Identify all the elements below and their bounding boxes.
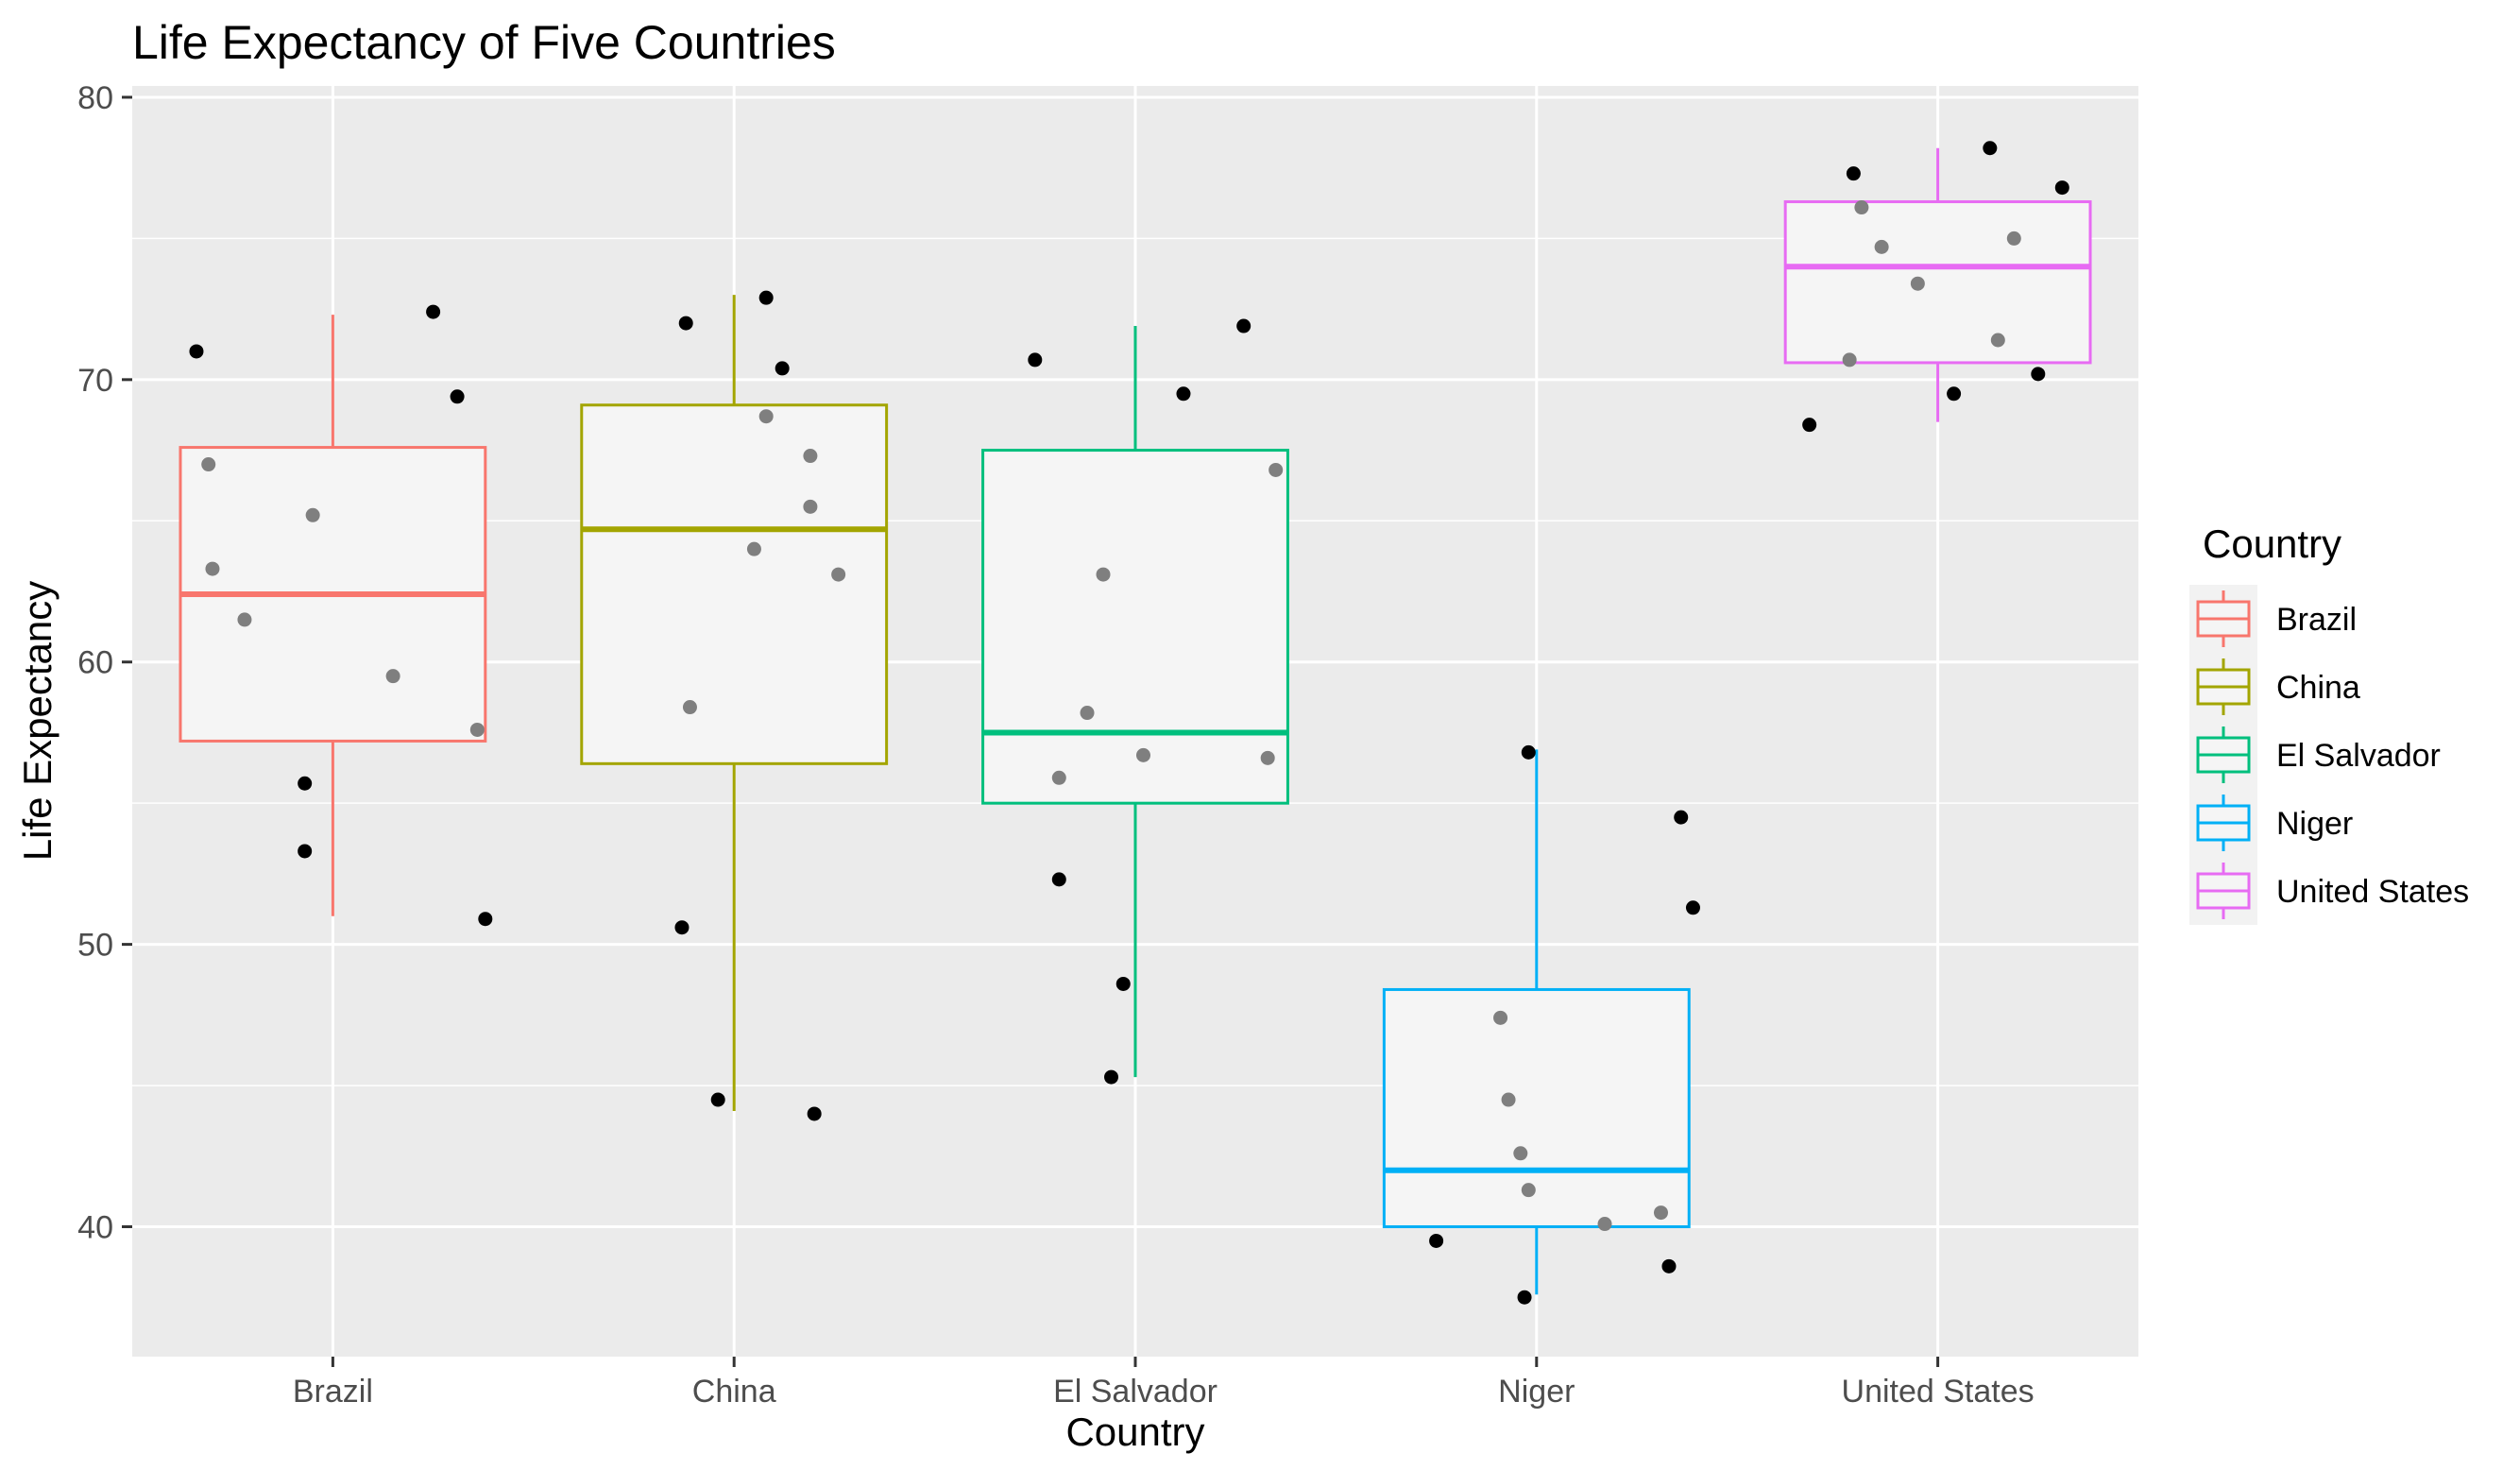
data-point: [450, 389, 465, 404]
data-point: [237, 612, 252, 627]
legend-item-niger: Niger: [2189, 789, 2353, 857]
data-point: [803, 499, 818, 514]
data-point: [1028, 352, 1043, 368]
data-point: [678, 316, 693, 331]
x-axis-title: Country: [1065, 1410, 1204, 1454]
x-tick-label: United States: [1842, 1374, 2035, 1410]
data-point: [2054, 180, 2069, 196]
legend-label: Brazil: [2276, 602, 2357, 638]
box-iqr: [1382, 987, 1691, 1229]
y-axis: 40 50 60 70 80: [77, 80, 132, 1246]
box-iqr: [1783, 200, 2092, 365]
data-point: [1513, 1146, 1528, 1161]
data-point: [746, 541, 761, 556]
data-point: [1051, 872, 1066, 887]
data-point: [1854, 200, 1869, 215]
legend-label: Niger: [2276, 806, 2353, 842]
jitter-points: [189, 141, 2069, 1305]
data-point: [1104, 1069, 1119, 1085]
box-iqr: [580, 403, 889, 765]
x-tick-label: El Salvador: [1053, 1374, 1217, 1410]
y-tick-label: 60: [77, 645, 113, 681]
data-point: [1096, 567, 1111, 582]
legend-label: El Salvador: [2276, 738, 2441, 774]
data-point: [1176, 386, 1191, 402]
data-point: [1517, 1290, 1532, 1305]
data-point: [1521, 744, 1536, 760]
legend-item-brazil: Brazil: [2189, 585, 2357, 653]
data-point: [1135, 747, 1150, 762]
x-tick-label: Brazil: [293, 1374, 373, 1410]
data-point: [1685, 900, 1700, 915]
data-point: [1910, 276, 1925, 291]
data-point: [710, 1092, 725, 1107]
legend-label: United States: [2276, 874, 2469, 910]
data-point: [1521, 1183, 1536, 1198]
data-point: [1842, 352, 1857, 368]
data-point: [831, 567, 846, 582]
y-tick-label: 40: [77, 1210, 113, 1246]
y-tick-label: 70: [77, 363, 113, 399]
data-point: [758, 290, 774, 305]
data-point: [1051, 770, 1066, 785]
box-el-salvador: [981, 326, 1289, 1078]
box-united-states: [1783, 147, 2092, 422]
data-point: [674, 920, 690, 935]
data-point: [1501, 1092, 1516, 1107]
x-axis: Brazil China El Salvador Niger United States: [293, 1357, 2035, 1410]
data-point: [1874, 239, 1889, 254]
data-point: [1802, 418, 1817, 433]
box-brazil: [179, 315, 487, 916]
data-point: [305, 507, 320, 522]
data-point: [1236, 318, 1251, 333]
data-point: [1080, 706, 1095, 721]
y-tick-label: 50: [77, 928, 113, 964]
legend-title: Country: [2203, 521, 2341, 566]
legend-item-united-states: United States: [2189, 857, 2469, 925]
box-china: [580, 295, 889, 1111]
data-point: [2031, 367, 2046, 382]
legend: Country Brazil China El Salvador Niger Unite…: [2189, 521, 2469, 925]
chart-title: Life Expectancy of Five Countries: [132, 16, 836, 69]
data-point: [478, 912, 493, 927]
data-point: [1674, 810, 1689, 825]
data-point: [1115, 976, 1131, 991]
data-point: [298, 776, 313, 791]
data-point: [298, 844, 313, 859]
data-point: [1653, 1205, 1668, 1221]
legend-item-china: China: [2189, 653, 2360, 721]
data-point: [1947, 386, 1962, 402]
legend-item-el-salvador: El Salvador: [2189, 721, 2441, 789]
data-point: [682, 700, 697, 715]
y-tick-label: 80: [77, 80, 113, 116]
y-axis-title: Life Expectancy: [15, 581, 60, 862]
data-point: [807, 1106, 822, 1121]
data-point: [1661, 1258, 1677, 1273]
data-point: [1429, 1233, 1444, 1248]
data-point: [385, 669, 400, 684]
legend-label: China: [2276, 670, 2360, 706]
data-point: [426, 304, 441, 319]
box-niger: [1382, 749, 1691, 1295]
x-tick-label: Niger: [1498, 1374, 1575, 1410]
data-point: [1493, 1010, 1508, 1025]
data-point: [1260, 750, 1275, 765]
box-iqr: [981, 449, 1289, 805]
data-point: [758, 409, 774, 424]
data-point: [1846, 166, 1861, 181]
boxes: [179, 147, 2092, 1295]
data-point: [2006, 231, 2021, 246]
data-point: [1983, 141, 1998, 156]
data-point: [201, 457, 216, 472]
data-point: [1269, 462, 1284, 477]
data-point: [469, 722, 485, 737]
data-point: [189, 344, 204, 359]
data-point: [775, 361, 790, 376]
data-point: [1990, 333, 2005, 348]
x-tick-label: China: [692, 1374, 776, 1410]
data-point: [803, 449, 818, 464]
data-point: [1597, 1217, 1612, 1232]
data-point: [205, 561, 220, 576]
